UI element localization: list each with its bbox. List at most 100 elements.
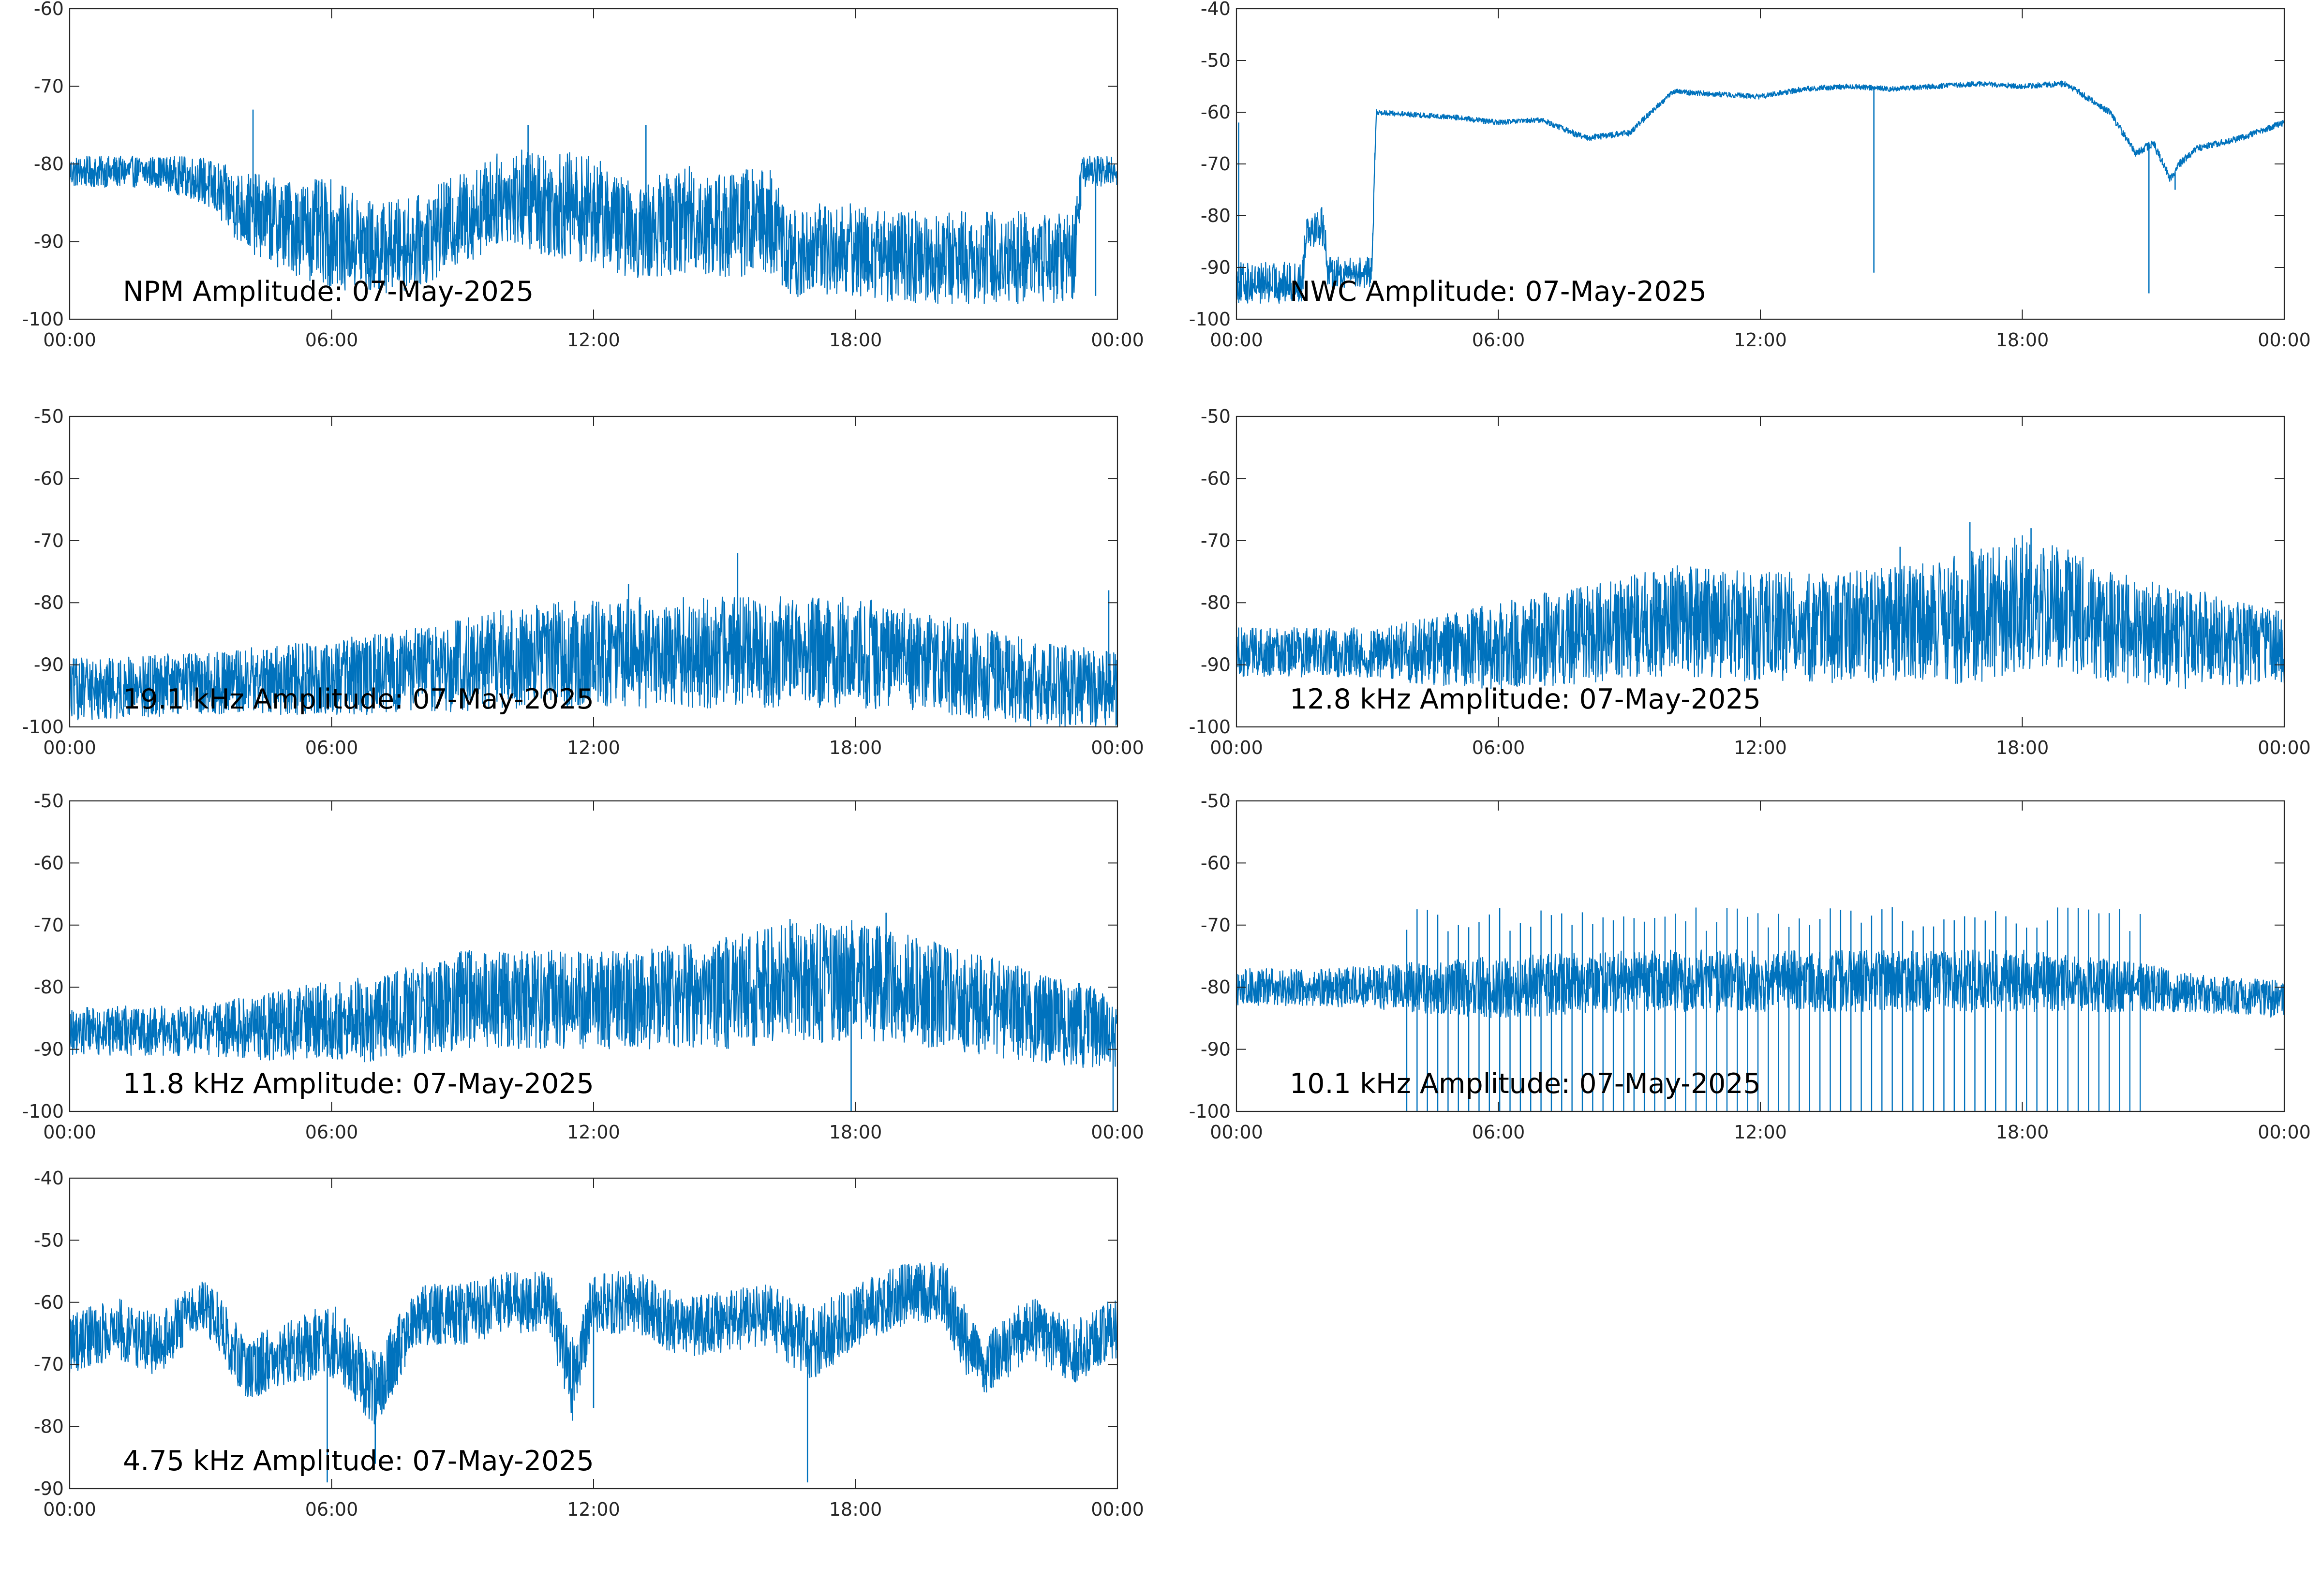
y-tick-label: -50 <box>34 1229 64 1251</box>
y-tick-label: -50 <box>34 406 64 427</box>
x-tick-label: 18:00 <box>829 329 882 351</box>
y-tick-label: -80 <box>1201 205 1231 226</box>
y-tick-label: -90 <box>34 1478 64 1499</box>
y-tick-label: -100 <box>22 716 64 738</box>
plot-area <box>1236 801 2284 1111</box>
y-tick-label: -80 <box>34 153 64 175</box>
series-line <box>69 920 1118 1068</box>
plot-area <box>70 801 1117 1111</box>
x-tick-label: 00:00 <box>2258 1122 2311 1143</box>
x-tick-label: 00:00 <box>43 1499 96 1520</box>
y-tick-label: -90 <box>1201 257 1231 278</box>
x-tick-label: 00:00 <box>1210 737 1263 758</box>
chart-title: 11.8 kHz Amplitude: 07-May-2025 <box>123 1068 594 1100</box>
x-tick-label: 00:00 <box>1210 1122 1263 1143</box>
y-tick-label: -60 <box>34 852 64 873</box>
y-tick-label: -50 <box>1201 790 1231 812</box>
y-tick-label: -60 <box>1201 852 1231 873</box>
x-tick-label: 12:00 <box>1734 737 1787 758</box>
x-tick-label: 00:00 <box>1091 329 1144 351</box>
series-line <box>1235 535 2285 690</box>
x-tick-label: 12:00 <box>567 1122 620 1143</box>
y-tick-label: -100 <box>1189 716 1231 738</box>
plot-area <box>1236 9 2284 319</box>
chart-title: 10.1 kHz Amplitude: 07-May-2025 <box>1290 1068 1761 1100</box>
x-tick-label: 06:00 <box>305 1499 358 1520</box>
x-tick-label: 12:00 <box>1734 329 1787 351</box>
chart-title: NPM Amplitude: 07-May-2025 <box>123 276 534 308</box>
x-tick-label: 00:00 <box>43 1122 96 1143</box>
y-tick-label: -60 <box>34 0 64 19</box>
y-tick-label: -60 <box>34 468 64 489</box>
y-tick-label: -90 <box>1201 1039 1231 1060</box>
x-tick-label: 18:00 <box>829 1122 882 1143</box>
x-tick-label: 12:00 <box>1734 1122 1787 1143</box>
y-tick-label: -70 <box>34 530 64 551</box>
y-tick-label: -70 <box>34 1354 64 1375</box>
y-tick-label: -90 <box>1201 654 1231 676</box>
y-tick-label: -90 <box>34 231 64 252</box>
y-tick-label: -50 <box>1201 50 1231 71</box>
chart-title: 19.1 kHz Amplitude: 07-May-2025 <box>123 683 594 715</box>
y-tick-label: -60 <box>1201 468 1231 489</box>
y-tick-label: -80 <box>1201 592 1231 613</box>
x-tick-label: 00:00 <box>1091 737 1144 758</box>
y-tick-label: -70 <box>34 915 64 936</box>
x-tick-label: 06:00 <box>1472 737 1525 758</box>
y-tick-label: -70 <box>1201 915 1231 936</box>
x-tick-label: 00:00 <box>2258 737 2311 758</box>
x-tick-label: 06:00 <box>1472 329 1525 351</box>
series-line <box>1235 80 2285 304</box>
y-tick-label: -70 <box>34 76 64 97</box>
y-tick-label: -70 <box>1201 530 1231 551</box>
y-tick-label: -90 <box>34 654 64 676</box>
y-tick-label: -100 <box>1189 309 1231 330</box>
x-tick-label: 12:00 <box>567 329 620 351</box>
x-tick-label: 18:00 <box>1996 737 2049 758</box>
y-tick-label: -80 <box>34 592 64 613</box>
x-tick-label: 00:00 <box>2258 329 2311 351</box>
y-tick-label: -80 <box>34 976 64 998</box>
y-tick-label: -100 <box>22 309 64 330</box>
y-tick-label: -100 <box>1189 1101 1231 1122</box>
x-tick-label: 12:00 <box>567 737 620 758</box>
plot-area <box>1236 416 2284 727</box>
chart-title: NWC Amplitude: 07-May-2025 <box>1290 276 1707 308</box>
y-tick-label: -100 <box>22 1101 64 1122</box>
y-tick-label: -40 <box>34 1167 64 1189</box>
x-tick-label: 18:00 <box>1996 329 2049 351</box>
y-tick-label: -90 <box>34 1039 64 1060</box>
y-tick-label: -50 <box>1201 406 1231 427</box>
x-tick-label: 06:00 <box>1472 1122 1525 1143</box>
x-tick-label: 06:00 <box>305 737 358 758</box>
y-tick-label: -50 <box>34 790 64 812</box>
x-tick-label: 06:00 <box>305 1122 358 1143</box>
y-tick-label: -80 <box>34 1416 64 1437</box>
x-tick-label: 00:00 <box>1091 1499 1144 1520</box>
x-tick-label: 18:00 <box>829 1499 882 1520</box>
x-tick-label: 00:00 <box>1210 329 1263 351</box>
x-tick-label: 12:00 <box>567 1499 620 1520</box>
series-line <box>1235 949 2285 1019</box>
y-tick-label: -80 <box>1201 976 1231 998</box>
x-tick-label: 00:00 <box>43 737 96 758</box>
y-tick-label: -60 <box>1201 102 1231 123</box>
x-tick-label: 18:00 <box>829 737 882 758</box>
x-tick-label: 18:00 <box>1996 1122 2049 1143</box>
y-tick-label: -40 <box>1201 0 1231 19</box>
chart-title: 4.75 kHz Amplitude: 07-May-2025 <box>123 1445 594 1477</box>
series-line <box>69 596 1118 728</box>
series-line <box>69 149 1118 304</box>
y-tick-label: -70 <box>1201 153 1231 175</box>
x-tick-label: 06:00 <box>305 329 358 351</box>
x-tick-label: 00:00 <box>1091 1122 1144 1143</box>
y-tick-label: -60 <box>34 1292 64 1313</box>
chart-title: 12.8 kHz Amplitude: 07-May-2025 <box>1290 683 1761 715</box>
